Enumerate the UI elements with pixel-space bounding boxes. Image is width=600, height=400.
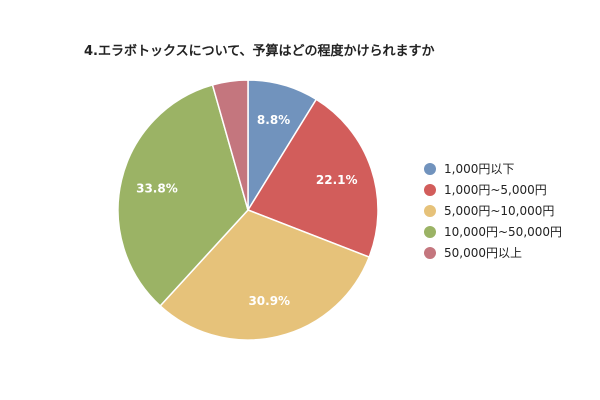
legend-swatch [424,225,436,238]
legend-item: 1,000円以下 [424,158,562,179]
legend-label: 5,000円~10,000円 [444,204,555,218]
legend-item: 50,000円以上 [424,242,562,263]
pie-slice-1 [246,98,379,259]
chart-title: 4.エラボトックスについて、予算はどの程度かけられますか [84,44,435,59]
pie-slice-4 [211,79,249,211]
slice-value-label-2: 30.9% [248,294,290,308]
legend-label: 10,000円~50,000円 [444,225,563,239]
slice-value-label-1: 22.1% [316,173,358,187]
slice-value-label-0: 8.8% [257,113,290,127]
pie-slice-2 [159,209,371,341]
legend-swatch [424,204,436,217]
pie-slice-3 [117,84,249,307]
legend-label: 50,000円以上 [444,246,522,260]
legend-item: 1,000円~5,000円 [424,179,562,200]
chart-legend: 1,000円以下 1,000円~5,000円 5,000円~10,000円 10,00… [424,158,562,263]
legend-swatch [424,183,436,196]
slice-value-label-3: 33.8% [136,181,178,195]
legend-swatch [424,246,436,259]
legend-label: 1,000円以下 [444,162,515,176]
legend-swatch [424,162,436,175]
legend-item: 5,000円~10,000円 [424,200,562,221]
legend-item: 10,000円~50,000円 [424,221,562,242]
legend-label: 1,000円~5,000円 [444,183,547,197]
